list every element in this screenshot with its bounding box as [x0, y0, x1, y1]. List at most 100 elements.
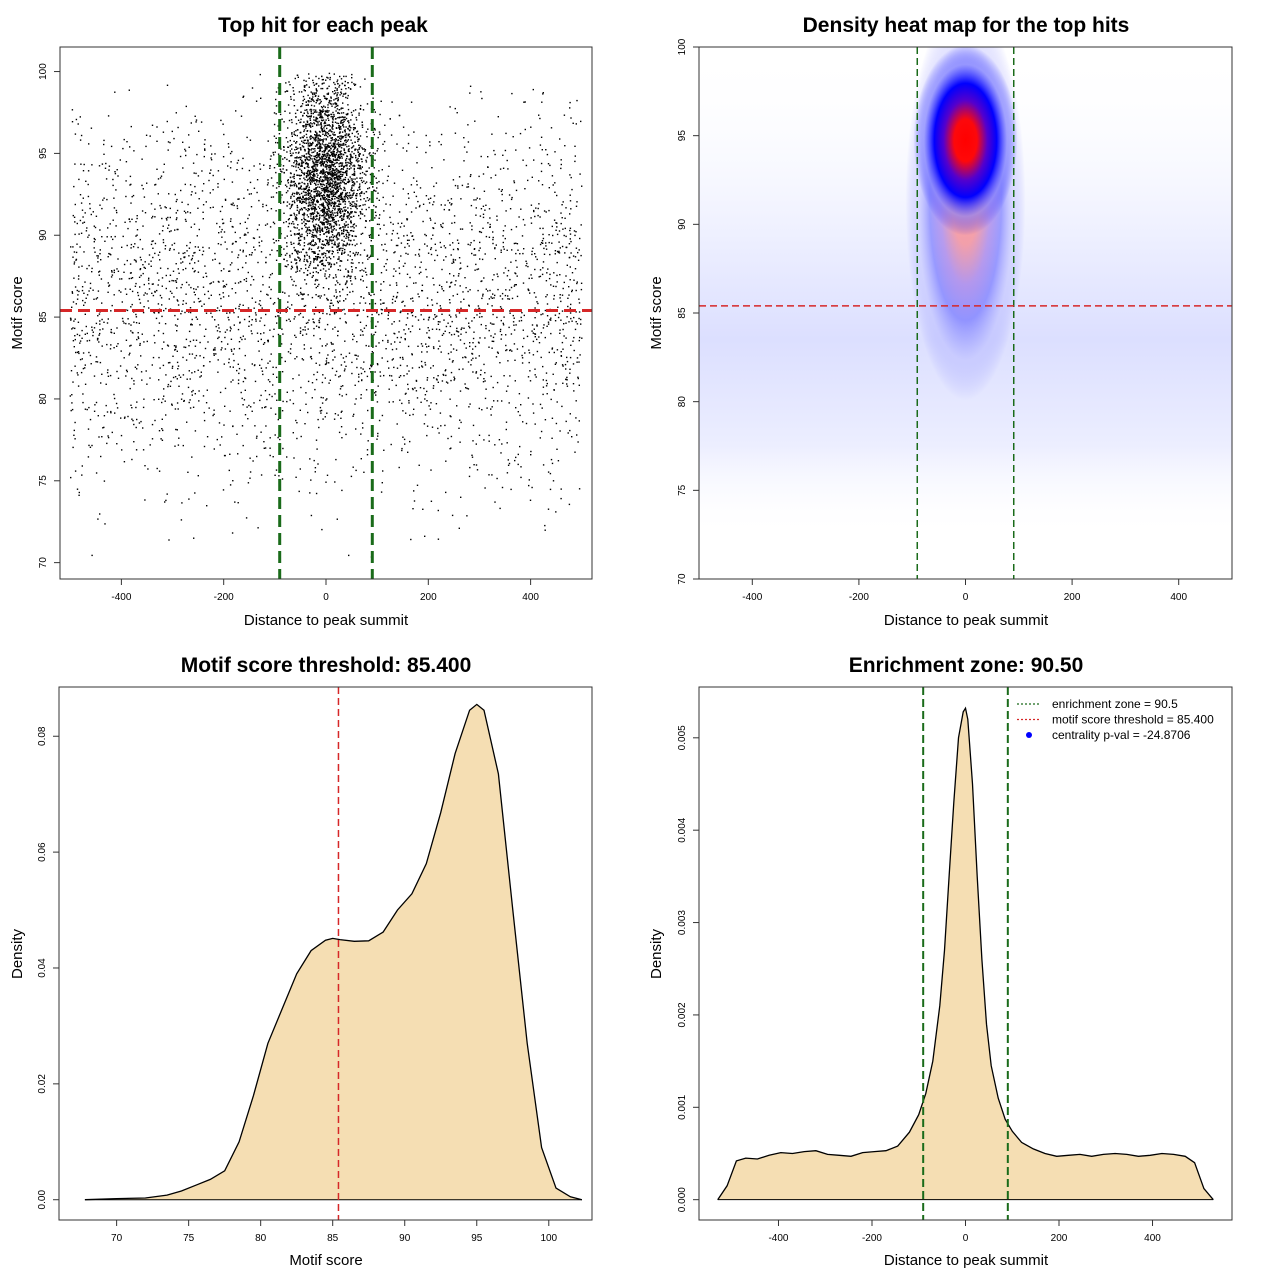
- scatter-point: [576, 357, 579, 359]
- scatter-point: [159, 294, 162, 297]
- scatter-point: [531, 250, 533, 253]
- scatter-point: [328, 382, 330, 384]
- scatter-point: [538, 180, 540, 182]
- scatter-point: [231, 251, 233, 253]
- scatter-point: [462, 356, 464, 359]
- scatter-point: [481, 97, 483, 100]
- scatter-point: [126, 259, 128, 262]
- scatter-point: [75, 251, 78, 254]
- scatter-point: [319, 148, 321, 151]
- scatter-point: [165, 274, 167, 277]
- scatter-point: [202, 204, 205, 206]
- scatter-point: [535, 207, 537, 209]
- scatter-point: [286, 235, 288, 237]
- scatter-point: [565, 420, 567, 423]
- scatter-point: [84, 383, 87, 385]
- scatter-point: [334, 83, 336, 86]
- scatter-point: [469, 289, 471, 291]
- scatter-point: [322, 119, 325, 121]
- scatter-point: [351, 243, 354, 246]
- scatter-point: [387, 341, 389, 343]
- scatter-point: [530, 222, 533, 224]
- scatter-point: [277, 239, 280, 242]
- scatter-point: [293, 195, 295, 197]
- scatter-point: [90, 363, 92, 365]
- scatter-point: [307, 191, 310, 193]
- scatter-point: [286, 260, 288, 262]
- scatter-point: [308, 177, 311, 179]
- scatter-point: [272, 366, 274, 368]
- scatter-point: [70, 409, 72, 412]
- scatter-point: [307, 94, 309, 97]
- scatter-point: [566, 379, 568, 381]
- scatter-point: [328, 210, 331, 212]
- scatter-point: [484, 397, 487, 400]
- scatter-point: [415, 195, 418, 198]
- scatter-point: [440, 390, 442, 392]
- scatter-point: [316, 179, 319, 182]
- scatter-point: [402, 147, 404, 149]
- scatter-point: [492, 242, 494, 245]
- scatter-point: [429, 144, 431, 147]
- scatter-point: [404, 338, 406, 341]
- scatter-point: [439, 321, 441, 323]
- scatter-point: [210, 157, 212, 159]
- scatter-point: [364, 226, 367, 229]
- scatter-point: [267, 294, 269, 296]
- scatter-point: [161, 230, 164, 232]
- scatter-point: [282, 165, 285, 167]
- scatter-point: [217, 359, 219, 361]
- scatter-point: [561, 294, 564, 296]
- scatter-point: [305, 392, 307, 394]
- scatter-point: [210, 282, 212, 284]
- scatter-point: [220, 349, 222, 351]
- scatter-point: [422, 508, 424, 510]
- scatter-point: [181, 393, 184, 395]
- scatter-point: [513, 242, 516, 245]
- scatter-point: [550, 284, 552, 286]
- scatter-point: [353, 192, 355, 194]
- scatter-point: [293, 105, 296, 107]
- scatter-point: [276, 322, 278, 324]
- scatter-point: [328, 227, 330, 230]
- scatter-point: [408, 328, 410, 330]
- scatter-point: [557, 306, 559, 308]
- scatter-point: [303, 89, 305, 91]
- scatter-point: [74, 221, 76, 223]
- scatter-point: [569, 413, 571, 415]
- scatter-point: [247, 271, 249, 274]
- scatter-point: [343, 361, 346, 363]
- scatter-point: [349, 230, 352, 232]
- scatter-point: [354, 203, 356, 205]
- scatter-point: [331, 105, 333, 107]
- scatter-point: [257, 527, 259, 529]
- scatter-point: [292, 192, 294, 194]
- scatter-point: [295, 166, 297, 168]
- scatter-point: [326, 131, 329, 134]
- scatter-point: [475, 464, 478, 466]
- scatter-point: [130, 330, 132, 332]
- scatter-point: [346, 229, 348, 232]
- scatter-point: [316, 192, 319, 194]
- scatter-point: [364, 370, 366, 373]
- scatter-point: [356, 195, 358, 197]
- scatter-point: [335, 92, 337, 94]
- scatter-point: [305, 176, 308, 178]
- scatter-point: [194, 371, 196, 373]
- scatter-point: [255, 314, 257, 316]
- scatter-point: [460, 301, 462, 303]
- scatter-point: [154, 216, 156, 218]
- scatter-point: [188, 247, 191, 249]
- scatter-point: [300, 386, 302, 389]
- scatter-point: [322, 221, 324, 224]
- scatter-point: [120, 417, 122, 419]
- scatter-point: [201, 305, 203, 307]
- scatter-point: [376, 150, 378, 152]
- scatter-point: [116, 443, 118, 445]
- scatter-point: [373, 175, 375, 178]
- scatter-point: [342, 245, 344, 247]
- scatter-point: [329, 240, 331, 242]
- scatter-point: [551, 347, 554, 349]
- scatter-point: [319, 406, 322, 409]
- scatter-point: [480, 231, 483, 234]
